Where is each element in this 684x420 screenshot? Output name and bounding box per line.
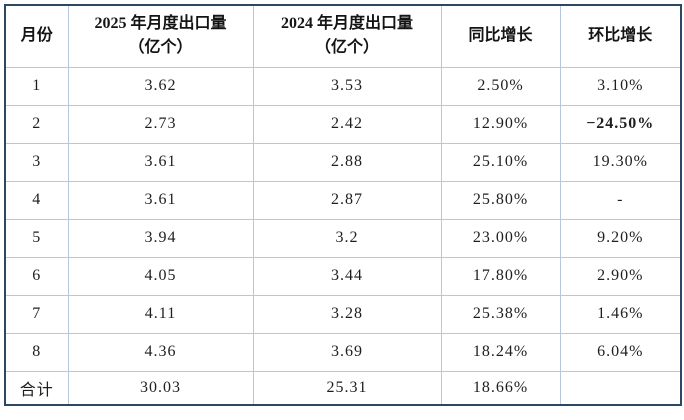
column-header-2025-line2: （亿个）	[128, 39, 193, 57]
cell-mom-value: 6.04%	[559, 332, 682, 372]
column-header-2024-line1: 2024 年月度出口量	[280, 15, 413, 33]
cell-month: 6	[4, 256, 69, 296]
cell-mom-value: 1.46%	[559, 294, 682, 334]
column-header-2025-line1: 2025 年月度出口量	[94, 15, 227, 33]
cell-2024-value: 3.53	[252, 66, 442, 106]
cell-2025-value: 30.03	[67, 370, 254, 406]
cell-yoy-value: 23.00%	[440, 218, 561, 258]
cell-2025-value: 3.62	[67, 66, 254, 106]
cell-yoy-value: 17.80%	[440, 256, 561, 296]
cell-2025-value: 4.36	[67, 332, 254, 372]
column-header-2024-line2: （亿个）	[314, 39, 379, 57]
cell-mom-value: 9.20%	[559, 218, 682, 258]
table-row: 5 3.94 3.2 23.00% 9.20%	[4, 218, 682, 258]
cell-yoy-value: 25.80%	[440, 180, 561, 220]
column-header-yoy-growth: 同比增长	[440, 4, 561, 68]
cell-month: 2	[4, 104, 69, 144]
cell-mom-value: 3.10%	[559, 66, 682, 106]
cell-2025-value: 3.61	[67, 180, 254, 220]
column-header-yoy-label: 同比增长	[468, 27, 533, 45]
cell-month-total: 合计	[4, 370, 69, 406]
cell-yoy-value: 18.66%	[440, 370, 561, 406]
column-header-2025-exports: 2025 年月度出口量 （亿个）	[67, 4, 254, 68]
cell-month: 7	[4, 294, 69, 334]
cell-month: 4	[4, 180, 69, 220]
cell-yoy-value: 18.24%	[440, 332, 561, 372]
cell-yoy-value: 25.10%	[440, 142, 561, 182]
cell-mom-value-empty	[559, 370, 682, 406]
column-header-2024-exports: 2024 年月度出口量 （亿个）	[252, 4, 442, 68]
cell-month: 8	[4, 332, 69, 372]
cell-2025-value: 2.73	[67, 104, 254, 144]
cell-2025-value: 3.61	[67, 142, 254, 182]
column-header-month: 月份	[4, 4, 69, 68]
table-row-total: 合计 30.03 25.31 18.66%	[4, 370, 682, 406]
table-row: 1 3.62 3.53 2.50% 3.10%	[4, 66, 682, 106]
cell-month: 3	[4, 142, 69, 182]
cell-mom-value-negative: −24.50%	[559, 104, 682, 144]
column-header-mom-label: 环比增长	[588, 27, 653, 45]
cell-2025-value: 4.11	[67, 294, 254, 334]
table-row: 4 3.61 2.87 25.80% -	[4, 180, 682, 220]
cell-2024-value: 2.87	[252, 180, 442, 220]
column-header-mom-growth: 环比增长	[559, 4, 682, 68]
cell-2024-value: 3.28	[252, 294, 442, 334]
cell-yoy-value: 2.50%	[440, 66, 561, 106]
cell-month: 1	[4, 66, 69, 106]
cell-2024-value: 2.42	[252, 104, 442, 144]
cell-2025-value: 3.94	[67, 218, 254, 258]
monthly-export-table: 月份 2025 年月度出口量 （亿个） 2024 年月度出口量 （亿个） 同比增…	[4, 4, 682, 406]
table-row: 8 4.36 3.69 18.24% 6.04%	[4, 332, 682, 372]
cell-yoy-value: 12.90%	[440, 104, 561, 144]
cell-2024-value: 2.88	[252, 142, 442, 182]
cell-2024-value: 3.69	[252, 332, 442, 372]
cell-mom-value: 19.30%	[559, 142, 682, 182]
table-row: 6 4.05 3.44 17.80% 2.90%	[4, 256, 682, 296]
table-header: 月份 2025 年月度出口量 （亿个） 2024 年月度出口量 （亿个） 同比增…	[4, 4, 682, 68]
column-header-month-label: 月份	[20, 27, 53, 45]
table-row: 3 3.61 2.88 25.10% 19.30%	[4, 142, 682, 182]
cell-2024-value: 3.2	[252, 218, 442, 258]
cell-month: 5	[4, 218, 69, 258]
cell-yoy-value: 25.38%	[440, 294, 561, 334]
header-row: 月份 2025 年月度出口量 （亿个） 2024 年月度出口量 （亿个） 同比增…	[4, 4, 682, 68]
cell-2024-value: 25.31	[252, 370, 442, 406]
table-row: 2 2.73 2.42 12.90% −24.50%	[4, 104, 682, 144]
cell-2024-value: 3.44	[252, 256, 442, 296]
table-body: 1 3.62 3.53 2.50% 3.10% 2 2.73 2.42 12.9…	[4, 66, 682, 406]
table-row: 7 4.11 3.28 25.38% 1.46%	[4, 294, 682, 334]
cell-mom-value: 2.90%	[559, 256, 682, 296]
cell-2025-value: 4.05	[67, 256, 254, 296]
cell-mom-value: -	[559, 180, 682, 220]
